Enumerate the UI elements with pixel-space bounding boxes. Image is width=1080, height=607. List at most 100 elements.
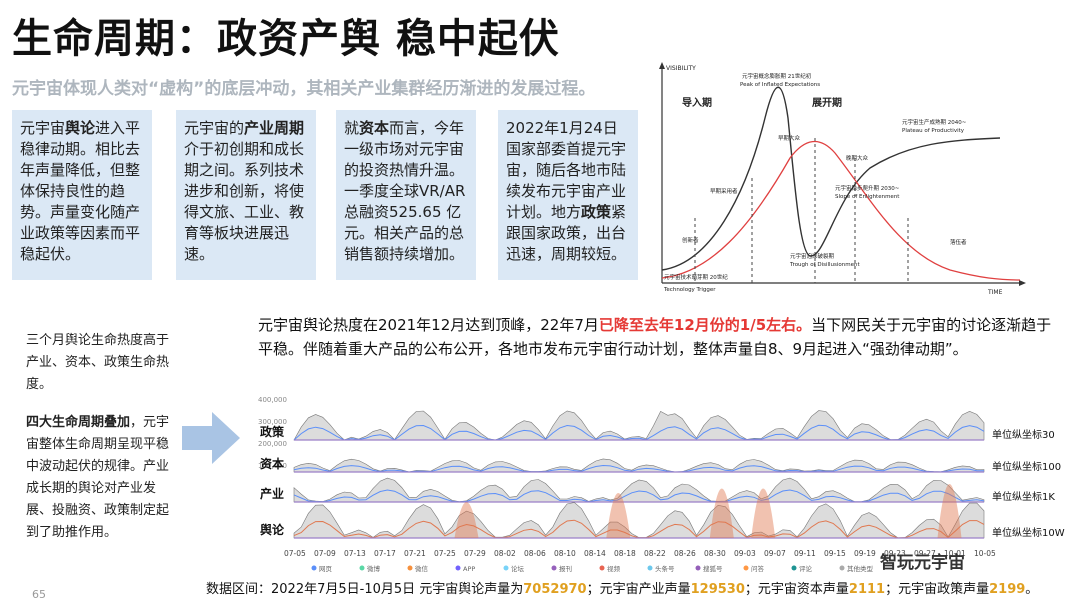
y-tick-label: 400,000 — [258, 396, 287, 404]
box-text: 2022年1月24日国家部委首提元宇宙，随后各地市陆续发布元宇宙产业计划。地方 — [506, 119, 627, 221]
x-tick-label: 08-10 — [554, 549, 576, 558]
legend-swatch — [743, 565, 749, 571]
x-tick-label: 07-05 — [284, 549, 306, 558]
x-tick-label: 10-05 — [974, 549, 996, 558]
row-label: 政策 — [260, 424, 285, 439]
hype-cycle-diagram: VISIBILITY TIME 导入期 展开期 元宇宙概念膨胀期 21世纪初 P… — [659, 62, 1026, 296]
unit-label: 单位纵坐标30 — [992, 428, 1055, 441]
x-tick-label: 07-09 — [314, 549, 336, 558]
x-tick-label: 08-26 — [674, 549, 696, 558]
page-title: 生命周期：政资产舆 稳中起伏 — [12, 16, 560, 62]
y-tick-label: 300,000 — [258, 418, 287, 426]
x-tick-label: 07-29 — [464, 549, 486, 558]
summary-highlight: 已降至去年12月份的1/5左右。 — [598, 316, 812, 334]
legend-label: 微博 — [367, 564, 381, 573]
unit-label: 单位纵坐标1K — [992, 490, 1055, 503]
phase-expansion: 展开期 — [812, 96, 842, 109]
series-line — [293, 489, 985, 503]
legend-swatch — [455, 565, 461, 571]
note-text: ，元宇宙整体生命周期呈现平稳中波动起伏的规律。产业成长期的舆论对产业发展、投融资… — [26, 415, 170, 540]
y-tick-label: 200,000 — [258, 440, 287, 448]
info-box-policy: 2022年1月24日国家部委首提元宇宙，随后各地市陆续发布元宇宙产业计划。地方政… — [498, 110, 638, 280]
opinion-peak — [937, 484, 962, 538]
x-tick-label: 09-23 — [884, 549, 906, 558]
volume-band — [293, 477, 985, 503]
y-axis-arrow — [659, 62, 665, 69]
page-number: 65 — [32, 588, 46, 601]
row-label: 产业 — [260, 486, 284, 501]
row-label: 资本 — [260, 456, 284, 471]
info-box-capital: 就资本而言，今年一级市场对元宇宙的投资热情升温。一季度全球VR/AR总融资525… — [336, 110, 476, 280]
box-keyword: 资本 — [359, 119, 390, 137]
adoption-curve — [661, 140, 1021, 281]
trough-label: 元宇宙泡沫破裂期 — [790, 252, 835, 260]
footer-text: 数据区间：2022年7月5日-10月5日 元宇宙舆论声量为 — [206, 582, 524, 597]
plateau-label-en: Plateau of Productivity — [902, 128, 965, 134]
x-tick-label: 09-19 — [854, 549, 876, 558]
box-text: 紧跟国家政策，出台迅速，周期较短。 — [506, 203, 627, 263]
legend-swatch — [599, 565, 605, 571]
note-keyword: 四大生命周期叠加 — [26, 415, 131, 430]
opinion-peak — [606, 493, 631, 538]
x-tick-label: 09-07 — [764, 549, 786, 558]
policy-volume: 2199 — [989, 582, 1026, 597]
x-tick-label: 07-25 — [434, 549, 456, 558]
stream-labels: 400,000300,000200,000100,000政策 单位纵坐标30资本单… — [258, 396, 1065, 573]
volume-band — [293, 410, 985, 441]
series-line — [293, 424, 985, 441]
x-tick-label: 08-22 — [644, 549, 666, 558]
legend-swatch — [551, 565, 557, 571]
trigger-label: 元宇宙技术萌芽期 20世纪 — [664, 273, 728, 281]
footer-stats: 数据区间：2022年7月5日-10月5日 元宇宙舆论声量为7052970；元宇宙… — [206, 578, 1038, 597]
early-adopters-label: 早期采用者 — [710, 187, 738, 195]
lifecycle-stream-chart: 400,000300,000200,000100,000政策 单位纵坐标30资本单… — [258, 396, 1065, 573]
note-paragraph: 三个月舆论生命热度高于产业、资本、政策生命热度。 — [26, 333, 170, 392]
box-text: 而言，今年一级市场对元宇宙的投资热情升温。一季度全球VR/AR总融资525.65… — [344, 119, 466, 263]
legend-label: 问答 — [751, 564, 765, 573]
page-subtitle: 元宇宙体现人类对“虚构”的底层冲动，其相关产业集群经历渐进的发展过程。 — [12, 79, 596, 99]
opinion-volume: 7052970 — [523, 582, 587, 597]
legend-label: 论坛 — [511, 564, 525, 573]
peak-label: 元宇宙概念膨胀期 21世纪初 — [742, 72, 812, 80]
x-tick-label: 07-13 — [344, 549, 366, 558]
capital-volume: 2111 — [848, 582, 886, 597]
laggards-label: 落伍者 — [950, 238, 967, 246]
footer-text: ；元宇宙政策声量 — [885, 582, 990, 597]
legend-label: 网页 — [319, 565, 333, 573]
opinion-peak — [751, 488, 776, 538]
x-tick-label: 07-17 — [374, 549, 396, 558]
box-keyword: 产业周期 — [244, 119, 305, 137]
box-text: 元宇宙的 — [184, 119, 245, 137]
summary-text: 元宇宙舆论热度在2021年12月达到顶峰，22年7月已降至去年12月份的1/5左… — [258, 313, 1058, 361]
x-tick-label: 07-21 — [404, 549, 426, 558]
summary-part: 当下网民关于元宇宙的讨论逐渐趋于平稳。伴随着重大产品的公布公开，各地市发布元宇宙… — [258, 316, 1052, 358]
x-tick-label: 08-18 — [614, 549, 636, 558]
legend-swatch — [791, 565, 797, 571]
trigger-label-en: Technology Trigger — [663, 287, 716, 293]
trough-label-en: Trough of Disillusionment — [789, 262, 860, 268]
footer-text: ；元宇宙产业声量 — [586, 582, 691, 597]
late-majority-label: 晚期大众 — [846, 154, 869, 162]
x-axis-arrow — [1019, 280, 1026, 286]
footer-text: 。 — [1025, 582, 1039, 597]
x-tick-label: 09-11 — [794, 549, 816, 558]
y-axis-label: VISIBILITY — [666, 65, 696, 72]
legend-label: 报刊 — [559, 564, 572, 573]
legend-swatch — [695, 565, 701, 571]
opinion-peak — [709, 488, 734, 538]
x-axis-label: TIME — [987, 289, 1003, 296]
slope-label: 元宇宙稳步爬升期 2030~ — [835, 184, 900, 192]
plateau-label: 元宇宙生产成熟期 2040~ — [902, 118, 967, 126]
left-note: 三个月舆论生命热度高于产业、资本、政策生命热度。 四大生命周期叠加，元宇宙整体生… — [26, 330, 176, 560]
industry-volume: 129530 — [690, 582, 745, 597]
box-keyword: 舆论 — [65, 119, 96, 137]
legend-label: 搜狐号 — [703, 564, 723, 573]
legend-swatch — [503, 565, 509, 571]
unit-label: 单位纵坐标100 — [992, 460, 1061, 473]
legend-swatch — [407, 565, 413, 571]
note-paragraph: 四大生命周期叠加，元宇宙整体生命周期呈现平稳中波动起伏的规律。产业成长期的舆论对… — [26, 412, 176, 544]
phase-intro: 导入期 — [682, 96, 712, 109]
info-box-industry: 元宇宙的产业周期介于初创期和成长期之间。系列技术进步和创新，将使得文旅、工业、教… — [176, 110, 316, 280]
brand-watermark: 智玩元宇宙 — [880, 553, 965, 573]
info-box-opinion: 元宇宙舆论进入平稳律动期。相比去年声量降低，但整体保持良性的趋势。声量变化随产业… — [12, 110, 152, 280]
